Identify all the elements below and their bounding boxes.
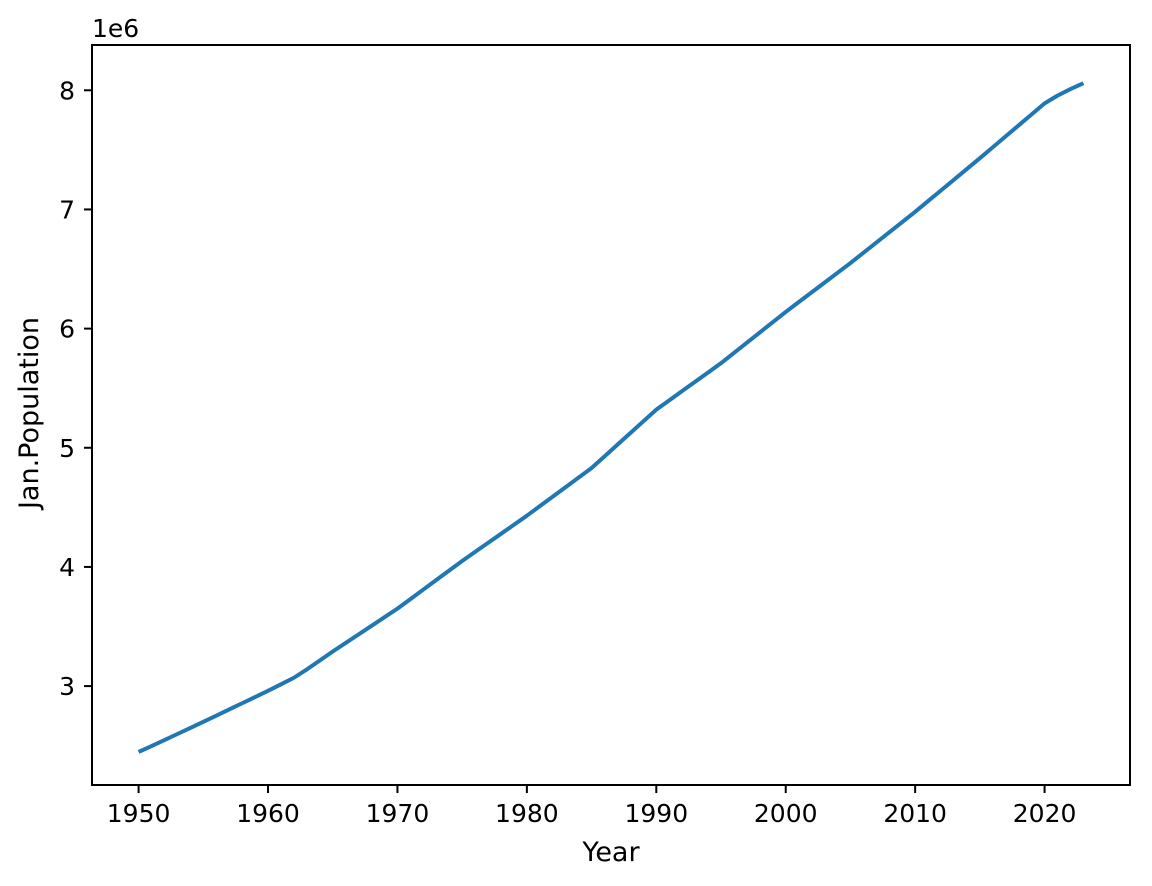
x-tick-label: 2010 [883,799,947,828]
y-tick-label: 4 [59,553,75,582]
plot-area-border [91,44,1131,786]
y-tick-label: 6 [59,315,75,344]
y-tick-label: 5 [59,434,75,463]
y-axis-label: Jan.Population [14,317,45,511]
x-tick-label: 2020 [1013,799,1077,828]
y-tick-label: 7 [59,195,75,224]
x-tick-label: 1990 [624,799,688,828]
x-tick-label: 1970 [366,799,430,828]
y-axis-offset-text: 1e6 [92,14,139,43]
y-tick-label: 8 [59,76,75,105]
x-axis-ticks: 1950 1960 1970 1980 1990 2000 2010 2020 [107,785,1077,828]
y-tick-label: 3 [59,672,75,701]
x-tick-label: 1960 [236,799,300,828]
x-tick-label: 2000 [754,799,818,828]
x-tick-label: 1980 [495,799,559,828]
x-axis-label: Year [581,837,640,868]
y-axis-ticks: 3 4 5 6 7 8 [59,76,92,701]
population-line [137,81,1085,754]
x-tick-label: 1950 [107,799,171,828]
